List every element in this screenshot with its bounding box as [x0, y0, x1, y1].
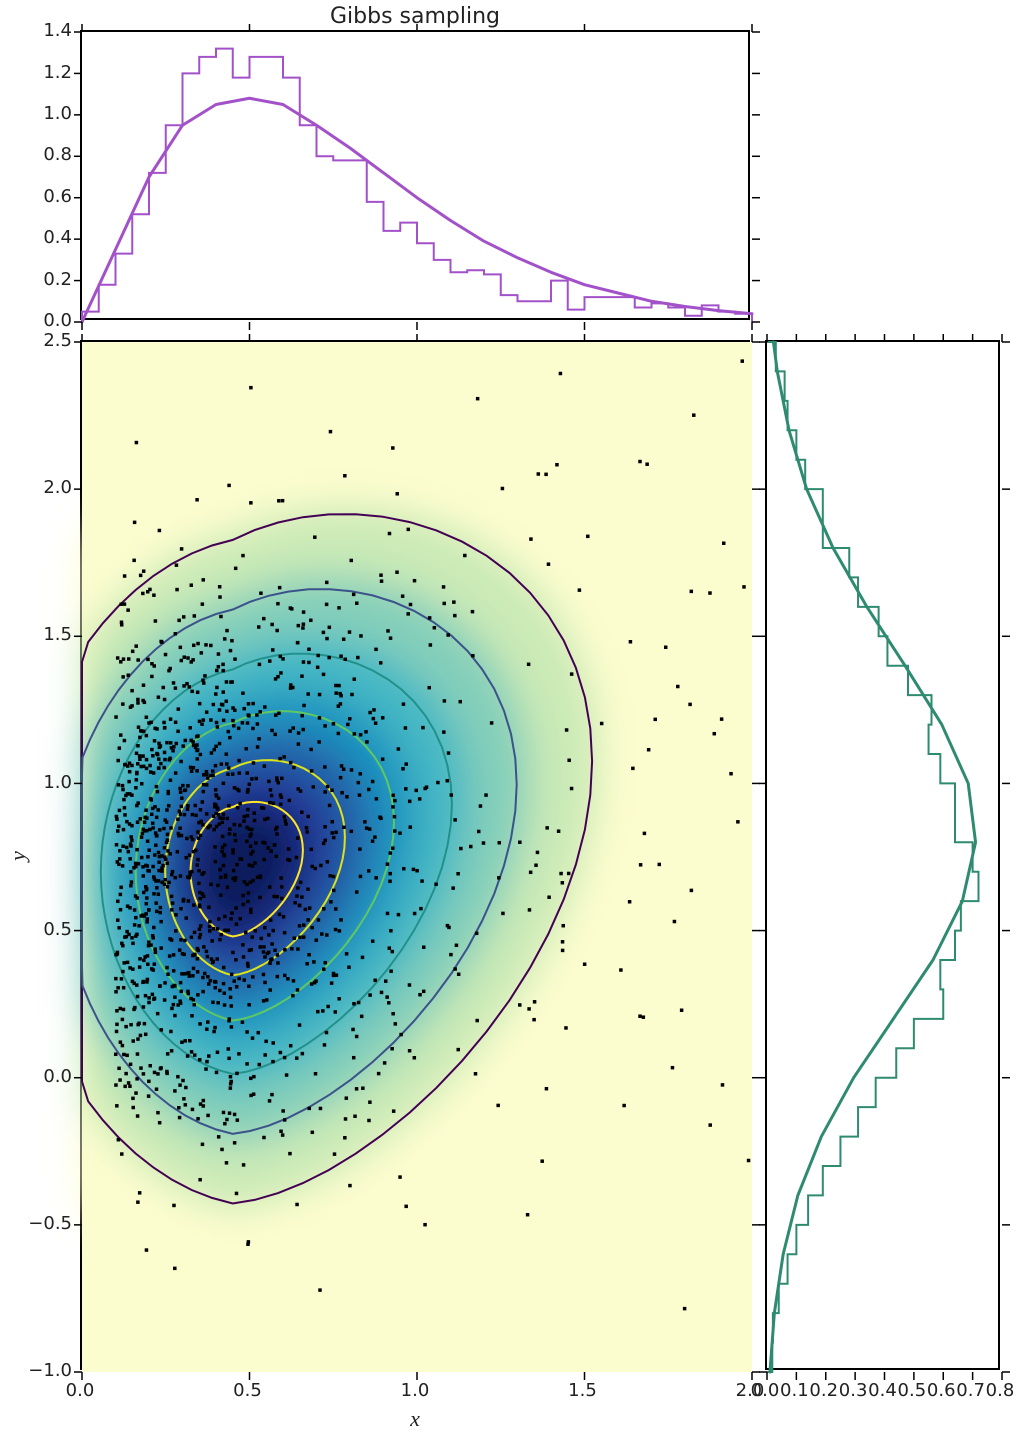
tick-label: 0.8	[960, 1380, 1027, 1401]
tick-label: 1.0	[0, 772, 72, 793]
tick-label: 0.0	[0, 1066, 72, 1087]
tick-label: 0.6	[0, 186, 72, 207]
tick-label: 1.0	[375, 1380, 455, 1401]
tick-label: 1.4	[0, 20, 72, 41]
chart-title: Gibbs sampling	[80, 4, 750, 29]
tick-label: 1.2	[0, 62, 72, 83]
tick-label: 0.5	[0, 919, 72, 940]
joint-density-panel	[80, 340, 750, 1370]
tick-label: 0.0	[0, 310, 72, 331]
tick-label: 0.2	[0, 269, 72, 290]
tick-label: 1.0	[0, 103, 72, 124]
tick-label: 0.8	[0, 144, 72, 165]
tick-label: 0.5	[208, 1380, 288, 1401]
right-marginal-panel	[765, 340, 1000, 1370]
tick-label: 0.4	[0, 227, 72, 248]
x-axis-label: x	[80, 1406, 750, 1432]
tick-label: 2.0	[0, 477, 72, 498]
tick-label: 2.5	[0, 330, 72, 351]
y-axis-label: y	[5, 844, 31, 868]
tick-label: −1.0	[0, 1360, 72, 1381]
tick-label: 0.0	[40, 1380, 120, 1401]
figure: Gibbs sampling x y 0.0 0.5 1.0 1.5 2.0 −1.0 −0…	[0, 0, 1027, 1448]
tick-label: 1.5	[0, 624, 72, 645]
top-marginal-panel	[80, 30, 750, 320]
tick-label: −0.5	[0, 1213, 72, 1234]
tick-label: 1.5	[543, 1380, 623, 1401]
